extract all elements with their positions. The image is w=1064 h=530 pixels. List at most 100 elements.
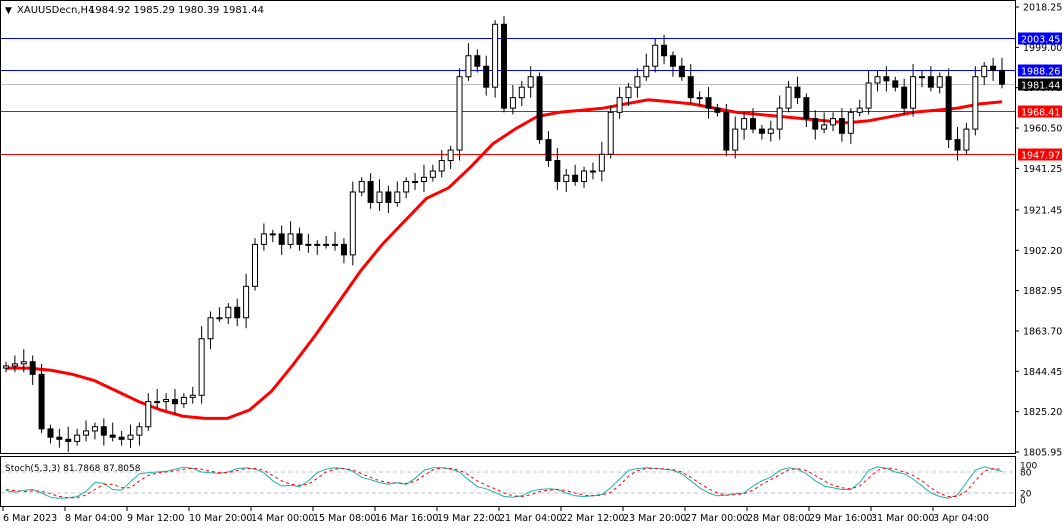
bull-candle xyxy=(856,107,863,113)
bear-candle xyxy=(536,76,543,141)
horizontal-levels xyxy=(1,38,1015,155)
price-axis: 2018.251999.001979.751960.501941.251921.… xyxy=(1015,3,1062,459)
bull-candle xyxy=(154,401,161,404)
time-tick-label: 29 Mar 16:00 xyxy=(809,513,872,524)
bull-candle xyxy=(785,86,792,109)
price-tick-label: 1921.45 xyxy=(1023,205,1062,216)
bear-candle xyxy=(750,118,756,130)
bear-candle xyxy=(661,44,668,57)
bull-candle xyxy=(349,191,356,256)
bull-candle xyxy=(492,23,499,88)
bull-candle xyxy=(581,170,588,182)
bull-candle xyxy=(3,365,9,369)
stoch-line-pct-K xyxy=(5,466,1003,499)
bull-candle xyxy=(11,363,18,367)
bull-candle xyxy=(163,398,170,403)
collapse-arrow-icon[interactable]: ▼ xyxy=(5,6,12,16)
bull-candle xyxy=(136,426,143,436)
bull-candle xyxy=(145,401,152,428)
bear-candle xyxy=(234,306,241,319)
bull-candle xyxy=(776,107,783,130)
time-tick-label: 6 Mar 2023 xyxy=(3,513,57,524)
stoch-axis-label: 0 xyxy=(1020,497,1026,507)
bear-candle xyxy=(687,76,694,99)
bear-candle xyxy=(714,107,721,113)
bear-candle xyxy=(278,233,285,245)
time-tick-label: 14 Mar 00:00 xyxy=(251,513,314,524)
bull-candle xyxy=(252,243,258,287)
price-panel xyxy=(0,0,1016,454)
stoch-indicator-label: Stoch(5,3,3) 81.7868 87.8058 xyxy=(5,464,141,474)
level-tag-label: 1981.44 xyxy=(1021,81,1060,92)
level-tag-label: 1988.26 xyxy=(1021,67,1060,78)
bear-candle xyxy=(838,118,845,134)
bear-candle xyxy=(118,436,125,440)
bull-candle xyxy=(518,86,525,99)
level-tag-1947.97 xyxy=(1018,148,1062,161)
bull-candle xyxy=(447,149,454,162)
bear-candle xyxy=(47,428,54,438)
bull-candle xyxy=(198,338,205,396)
price-tick-label: 1825.20 xyxy=(1023,407,1062,418)
time-tick-label: 27 Mar 00:00 xyxy=(685,513,748,524)
bear-candle xyxy=(758,128,765,134)
bear-candle xyxy=(474,55,481,67)
bull-candle xyxy=(189,394,196,398)
bull-candle xyxy=(207,317,214,340)
bull-candle xyxy=(652,44,659,67)
time-tick-label: 10 Mar 20:00 xyxy=(189,513,252,524)
bear-candle xyxy=(56,436,63,440)
bull-candle xyxy=(403,180,410,193)
bull-candle xyxy=(180,396,187,405)
bull-candle xyxy=(981,65,988,78)
bull-candle xyxy=(918,76,925,79)
bull-candle xyxy=(607,111,614,155)
bull-candle xyxy=(243,285,250,319)
bull-candle xyxy=(260,233,267,245)
bull-candle xyxy=(643,65,650,78)
bull-candle xyxy=(323,243,330,246)
price-tick-label: 2018.25 xyxy=(1023,3,1062,14)
bear-candle xyxy=(501,23,507,109)
bull-candle xyxy=(305,243,312,246)
bear-candle xyxy=(545,139,552,162)
price-tick-label: 1863.70 xyxy=(1023,326,1062,337)
level-tag-label: 2003.45 xyxy=(1021,35,1060,46)
bull-candle xyxy=(394,191,401,203)
bear-candle xyxy=(572,174,579,182)
stoch-line-pct-D xyxy=(5,467,1003,499)
level-tag-label: 1947.97 xyxy=(1021,151,1060,162)
ohlc-values: 1984.92 1985.29 1980.39 1981.44 xyxy=(89,5,264,16)
bull-candle xyxy=(332,243,339,246)
bear-candle xyxy=(883,76,890,82)
candlesticks xyxy=(3,15,1005,452)
stoch-axis-label: 80 xyxy=(1020,469,1032,479)
bear-candle xyxy=(367,180,374,203)
level-price-tags: 2003.45 1988.26 1981.44 1968.41 1947.97 xyxy=(1018,32,1062,162)
bear-candle xyxy=(901,86,908,109)
bull-candle xyxy=(874,76,881,84)
bear-candle xyxy=(29,361,36,375)
price-tick-label: 1941.25 xyxy=(1023,164,1062,175)
bull-candle xyxy=(696,97,703,100)
time-tick-label: 3 Apr 04:00 xyxy=(933,513,989,524)
bull-candle xyxy=(625,86,632,99)
bull-candle xyxy=(910,76,917,109)
bull-candle xyxy=(767,128,774,134)
bull-candle xyxy=(527,76,534,88)
bear-candle xyxy=(554,160,561,182)
price-tick-label: 1844.45 xyxy=(1023,367,1062,378)
time-tick-label: 15 Mar 08:00 xyxy=(313,513,376,524)
bull-candle xyxy=(420,176,427,182)
bear-candle xyxy=(100,426,107,436)
level-tag-1988.26 xyxy=(1018,64,1062,77)
bull-candle xyxy=(314,243,321,246)
stoch-lines xyxy=(5,466,1003,499)
bull-candle xyxy=(847,111,854,134)
stoch-panel xyxy=(0,456,1016,507)
bull-candle xyxy=(412,180,419,183)
time-tick-label: 19 Mar 22:00 xyxy=(437,513,500,524)
